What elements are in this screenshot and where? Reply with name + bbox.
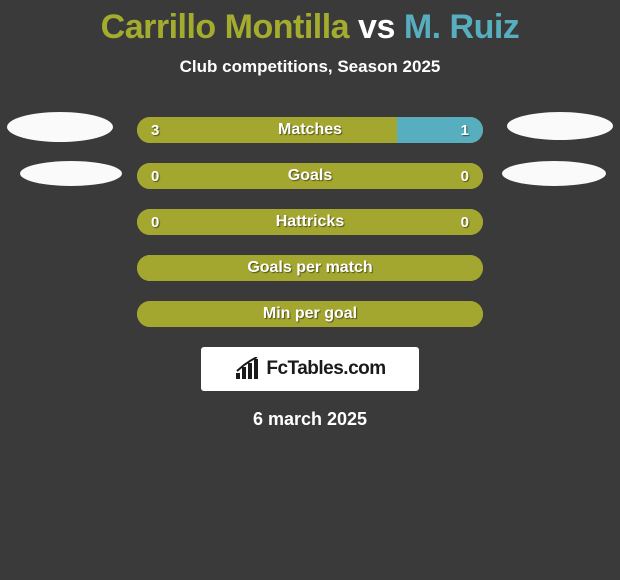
- subtitle: Club competitions, Season 2025: [0, 57, 620, 77]
- fctables-bars-icon: [234, 357, 262, 381]
- player1-avatar-placeholder: [20, 161, 122, 186]
- vs-text: vs: [358, 8, 395, 46]
- stat-label: Goals per match: [137, 255, 483, 281]
- stat-label: Hattricks: [137, 209, 483, 235]
- player2-avatar-placeholder: [502, 161, 606, 186]
- stat-label: Min per goal: [137, 301, 483, 327]
- date-text: 6 march 2025: [0, 409, 620, 430]
- logo-text: FcTables.com: [266, 358, 385, 380]
- comparison-title: Carrillo Montilla vs M. Ruiz: [0, 0, 620, 47]
- stat-value-right: 0: [461, 163, 469, 189]
- stat-row-hattricks: 0 Hattricks 0: [137, 209, 483, 235]
- player1-avatar-placeholder: [7, 112, 113, 142]
- comparison-chart: 3 Matches 1 0 Goals 0 0 Hattricks 0 Goal…: [0, 117, 620, 327]
- stat-label: Goals: [137, 163, 483, 189]
- stat-row-matches: 3 Matches 1: [137, 117, 483, 143]
- player2-name: M. Ruiz: [404, 8, 519, 46]
- stat-row-goals-per-match: Goals per match: [137, 255, 483, 281]
- player2-avatar-placeholder: [507, 112, 613, 140]
- stat-label: Matches: [137, 117, 483, 143]
- stat-value-right: 0: [461, 209, 469, 235]
- stat-row-min-per-goal: Min per goal: [137, 301, 483, 327]
- stat-row-goals: 0 Goals 0: [137, 163, 483, 189]
- bars-container: 3 Matches 1 0 Goals 0 0 Hattricks 0 Goal…: [137, 117, 483, 327]
- stat-value-right: 1: [461, 117, 469, 143]
- logo-box: FcTables.com: [201, 347, 419, 391]
- player1-name: Carrillo Montilla: [101, 8, 349, 46]
